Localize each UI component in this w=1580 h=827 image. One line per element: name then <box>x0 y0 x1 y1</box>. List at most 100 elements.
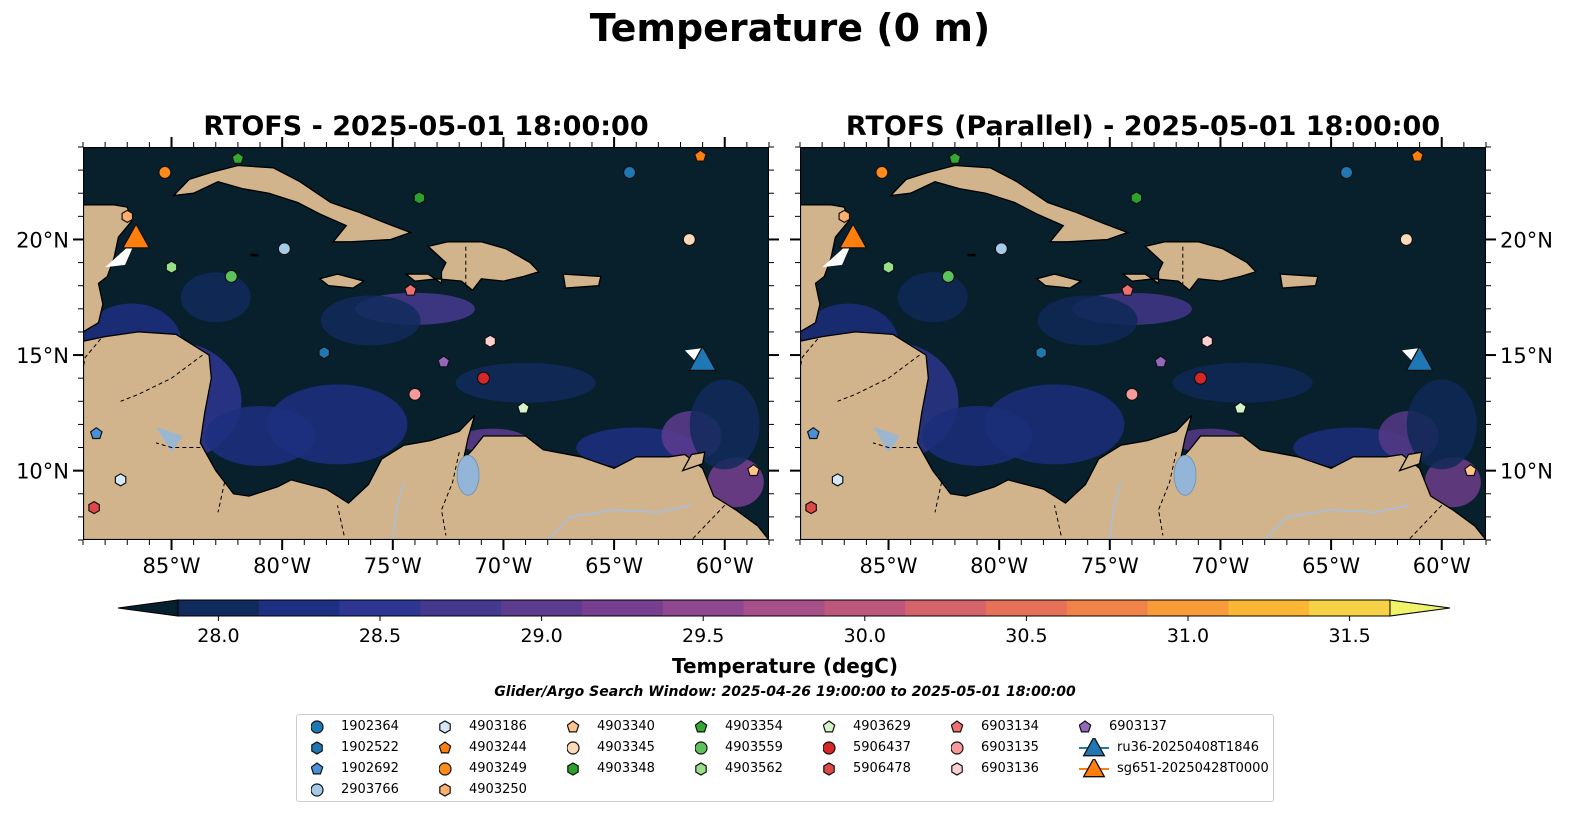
temperature-patch <box>455 362 596 403</box>
float-2903766 <box>277 242 291 256</box>
legend-label: ru36-20250408T1846 <box>1117 740 1260 755</box>
argo-floats <box>805 149 1477 515</box>
border <box>217 482 226 513</box>
land-cuba <box>888 164 1130 243</box>
land-trinidad <box>681 451 706 472</box>
land-hispaniola <box>1121 241 1258 292</box>
float-4903629 <box>1233 401 1247 414</box>
colorbar-tick-label: 30.0 <box>844 625 886 647</box>
legend-item: 4903354 <box>695 717 815 737</box>
legend-item: 5906437 <box>823 738 943 758</box>
legend-label: 6903136 <box>981 761 1039 776</box>
legend-label: 4903244 <box>469 740 527 755</box>
legend-marker-circle <box>823 741 836 755</box>
float-4903354 <box>231 151 245 164</box>
float-5906437 <box>1193 371 1208 385</box>
border <box>155 442 201 448</box>
float-4903340 <box>1464 463 1477 477</box>
land-jamaica <box>318 273 366 289</box>
legend-label: 5906437 <box>853 740 911 755</box>
legend-item: 4903562 <box>695 759 815 779</box>
float-4903559 <box>224 269 238 284</box>
float-4903559 <box>941 269 955 284</box>
float-4903244 <box>1410 149 1424 162</box>
lon-tick-label: 85°W <box>143 554 201 578</box>
border <box>1157 452 1177 536</box>
landmasses <box>83 164 769 540</box>
float-1902692 <box>89 426 103 440</box>
lon-tick-label: 70°W <box>474 554 532 578</box>
landmasses <box>800 164 1486 540</box>
colorbar-segment <box>986 600 1068 616</box>
lat-tick-label: 20°N <box>16 228 69 252</box>
colorbar-tick-label: 28.5 <box>359 625 401 647</box>
float-4903348 <box>1130 191 1143 205</box>
map-panel-rtofs <box>83 147 769 540</box>
legend-label: 6903137 <box>1109 719 1167 734</box>
border <box>440 452 460 536</box>
legend-label: 6903134 <box>981 719 1039 734</box>
temperature-patch <box>1172 362 1313 403</box>
argo-floats <box>88 149 760 515</box>
border <box>1054 505 1062 536</box>
land-cayman <box>250 253 259 257</box>
river <box>1264 504 1409 540</box>
lat-tick-label: 15°N <box>16 344 69 368</box>
river <box>392 482 405 540</box>
legend-label: 4903249 <box>469 761 527 776</box>
legend-label: 1902692 <box>341 761 399 776</box>
temperature-patch <box>984 384 1125 465</box>
land-yucatan <box>83 204 133 333</box>
float-6903134 <box>1121 283 1134 296</box>
legend-marker-triangle <box>1079 738 1109 757</box>
map-axes: 85°W 80°W 75°W 70°W 65°W 60°W 10°N 15°N 20°N 85°W… <box>16 137 1553 578</box>
temperature-patch <box>689 379 760 470</box>
legend-label: 4903345 <box>597 740 655 755</box>
colorbar-segment <box>420 600 502 616</box>
colorbar-segment <box>905 600 987 616</box>
legend-marker-hexagon <box>567 762 579 776</box>
legend-item: 5906478 <box>823 759 943 779</box>
lat-tick-label: 20°N <box>1500 228 1553 252</box>
legend-item: sg651-20250428T0000 <box>1079 759 1279 779</box>
land-jamaica <box>1035 273 1083 289</box>
colorbar-segment <box>1309 600 1391 616</box>
lake-maracaibo <box>456 454 480 496</box>
legend-item: 4903629 <box>823 717 943 737</box>
temperature-patch <box>1037 295 1138 346</box>
legend-label: 4903186 <box>469 719 527 734</box>
float-4903345 <box>1399 232 1413 247</box>
search-window-note: Glider/Argo Search Window: 2025-04-26 19… <box>494 684 1076 700</box>
lon-tick-label: 75°W <box>364 554 422 578</box>
lon-tick-label: 60°W <box>1413 554 1471 578</box>
float-4903562 <box>165 260 178 274</box>
river <box>547 504 692 540</box>
legend-label: 4903629 <box>853 719 911 734</box>
legend-label: 6903135 <box>981 740 1039 755</box>
colorbar-segment <box>743 600 825 616</box>
float-4903340 <box>747 463 760 477</box>
legend-item: 4903186 <box>439 717 559 737</box>
legend-marker-circle <box>439 762 452 776</box>
legend-label: 4903340 <box>597 719 655 734</box>
river <box>1109 482 1122 540</box>
legend-item: 4903345 <box>567 738 687 758</box>
colorbar-extend-low <box>117 599 179 617</box>
legend-item: 4903340 <box>567 717 687 737</box>
land-yucatan <box>800 204 850 333</box>
legend-marker-pentagon <box>1079 720 1092 733</box>
float-4903250 <box>121 209 134 224</box>
glider-ru36 <box>1405 345 1435 372</box>
temperature-patch <box>267 384 408 465</box>
colorbar-segment <box>1147 600 1229 616</box>
land-trinidad <box>1398 451 1423 472</box>
float-4903629 <box>516 401 530 414</box>
colorbar-segment <box>662 600 745 616</box>
glider-track <box>822 239 854 268</box>
float-4903186 <box>114 473 127 487</box>
legend-marker-hexagon <box>695 762 707 776</box>
legend-marker-circle <box>695 741 708 755</box>
float-5906478 <box>88 500 100 515</box>
float-4903562 <box>882 260 895 274</box>
